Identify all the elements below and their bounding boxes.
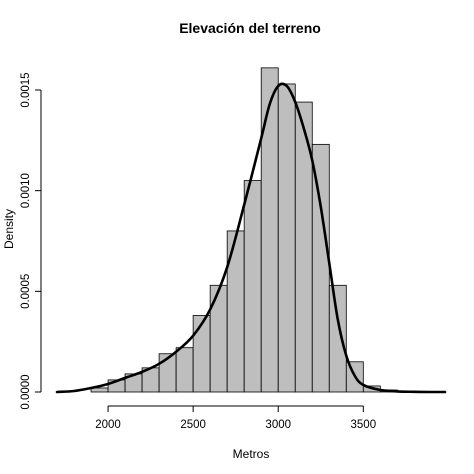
y-axis: 0.0000 0.0005 0.0010 0.0015 — [20, 72, 42, 410]
histogram-bar — [192, 315, 211, 393]
y-axis-label: Density — [2, 209, 16, 249]
x-axis: 2000 2500 3000 3500 — [95, 405, 377, 431]
density-curve — [55, 82, 447, 394]
histogram-bar — [311, 143, 330, 393]
y-tick-label: 0.0005 — [20, 274, 32, 309]
histogram-bar — [243, 180, 262, 393]
y-tick-label: 0.0000 — [20, 374, 32, 409]
x-tick-label: 3000 — [265, 419, 291, 431]
y-tick-label: 0.0010 — [20, 173, 32, 208]
x-tick-label: 3500 — [351, 419, 377, 431]
chart-title: Elevación del terreno — [179, 20, 321, 36]
histogram-bar — [277, 83, 296, 393]
x-tick-label: 2500 — [180, 419, 206, 431]
y-tick-label: 0.0015 — [20, 72, 32, 107]
histogram-bar — [260, 67, 279, 393]
x-axis-label: Metros — [233, 447, 270, 461]
x-tick-label: 2000 — [95, 419, 121, 431]
histogram-bars — [90, 67, 398, 393]
histogram-bar — [175, 347, 194, 393]
histogram-bar — [328, 284, 347, 393]
